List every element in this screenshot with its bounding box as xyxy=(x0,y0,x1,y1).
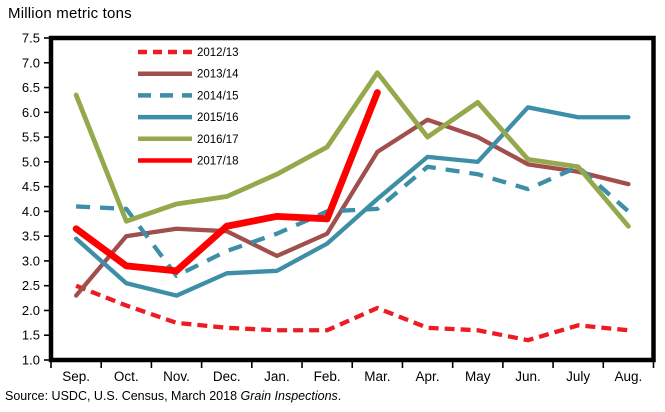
x-tick-label: May xyxy=(465,369,491,384)
legend-item-2017-18: 2017/18 xyxy=(138,156,239,168)
y-tick-label: 4.0 xyxy=(22,204,40,219)
x-tick-label: Aug. xyxy=(615,369,643,384)
x-axis-ticks: Sep. Oct. Nov. Dec. Jan. Feb. Mar. Apr. May Jun. J… xyxy=(50,360,655,384)
legend-item-2012-13: 2012/13 xyxy=(138,47,239,59)
x-tick-label: Jan. xyxy=(264,369,290,384)
y-tick-label: 5.0 xyxy=(22,154,40,169)
x-tick-label: Oct. xyxy=(114,369,139,384)
chart-title: Million metric tons xyxy=(8,5,132,22)
y-tick-label: 6.5 xyxy=(22,80,40,95)
y-axis-ticks: 1.0 1.5 2.0 2.5 3.0 3.5 4.0 4.5 5.0 5.5 6.0 6.5 7.0 7… xyxy=(22,31,51,368)
series-line-2015-16 xyxy=(73,105,631,298)
x-tick-label: Mar. xyxy=(364,369,390,384)
plot-border xyxy=(48,35,656,363)
legend-label: 2015/16 xyxy=(197,112,239,124)
y-tick-label: 1.0 xyxy=(22,353,40,368)
series-line-2013-14 xyxy=(73,117,631,298)
series-line-2014-15 xyxy=(75,164,630,278)
source-period: . xyxy=(337,389,342,403)
y-tick-label: 7.0 xyxy=(22,55,40,70)
legend-label: 2012/13 xyxy=(197,47,239,59)
series-line-2017-18 xyxy=(72,89,381,275)
y-tick-label: 3.5 xyxy=(22,229,40,244)
legend-label: 2016/17 xyxy=(197,134,239,146)
series-line-2012-13 xyxy=(75,283,629,343)
x-tick-label: Dec. xyxy=(213,369,241,384)
legend-label: 2017/18 xyxy=(197,156,239,168)
legend-item-2013-14: 2013/14 xyxy=(138,69,239,81)
y-tick-label: 2.0 xyxy=(22,303,40,318)
x-tick-label: Apr. xyxy=(416,369,440,384)
legend-item-2014-15: 2014/15 xyxy=(138,90,239,102)
x-tick-label: July xyxy=(566,369,590,384)
x-tick-label: Nov. xyxy=(163,369,190,384)
legend-item-2016-17: 2016/17 xyxy=(138,134,239,146)
y-tick-label: 7.5 xyxy=(22,31,40,46)
source-text: Source: USDC, U.S. Census, March 2018 xyxy=(5,389,241,403)
x-tick-label: Sep. xyxy=(62,369,90,384)
legend-item-2015-16: 2015/16 xyxy=(138,112,239,124)
x-tick-label: Jun. xyxy=(515,369,541,384)
x-tick-label: Feb. xyxy=(314,369,341,384)
legend-label: 2013/14 xyxy=(197,69,239,81)
source-italic-text: Grain Inspections xyxy=(240,389,338,403)
y-tick-label: 2.5 xyxy=(22,278,40,293)
legend-label: 2014/15 xyxy=(197,90,239,102)
legend: 2012/13 2013/14 2014/15 2015/16 2016/17 2017/… xyxy=(138,47,239,168)
series-line-2016-17 xyxy=(73,70,631,229)
y-tick-label: 4.5 xyxy=(22,179,40,194)
y-tick-label: 1.5 xyxy=(22,328,40,343)
y-tick-label: 5.5 xyxy=(22,130,40,145)
y-tick-label: 6.0 xyxy=(22,105,40,120)
y-tick-label: 3.0 xyxy=(22,253,40,268)
source-note: Source: USDC, U.S. Census, March 2018 Gr… xyxy=(5,389,341,403)
